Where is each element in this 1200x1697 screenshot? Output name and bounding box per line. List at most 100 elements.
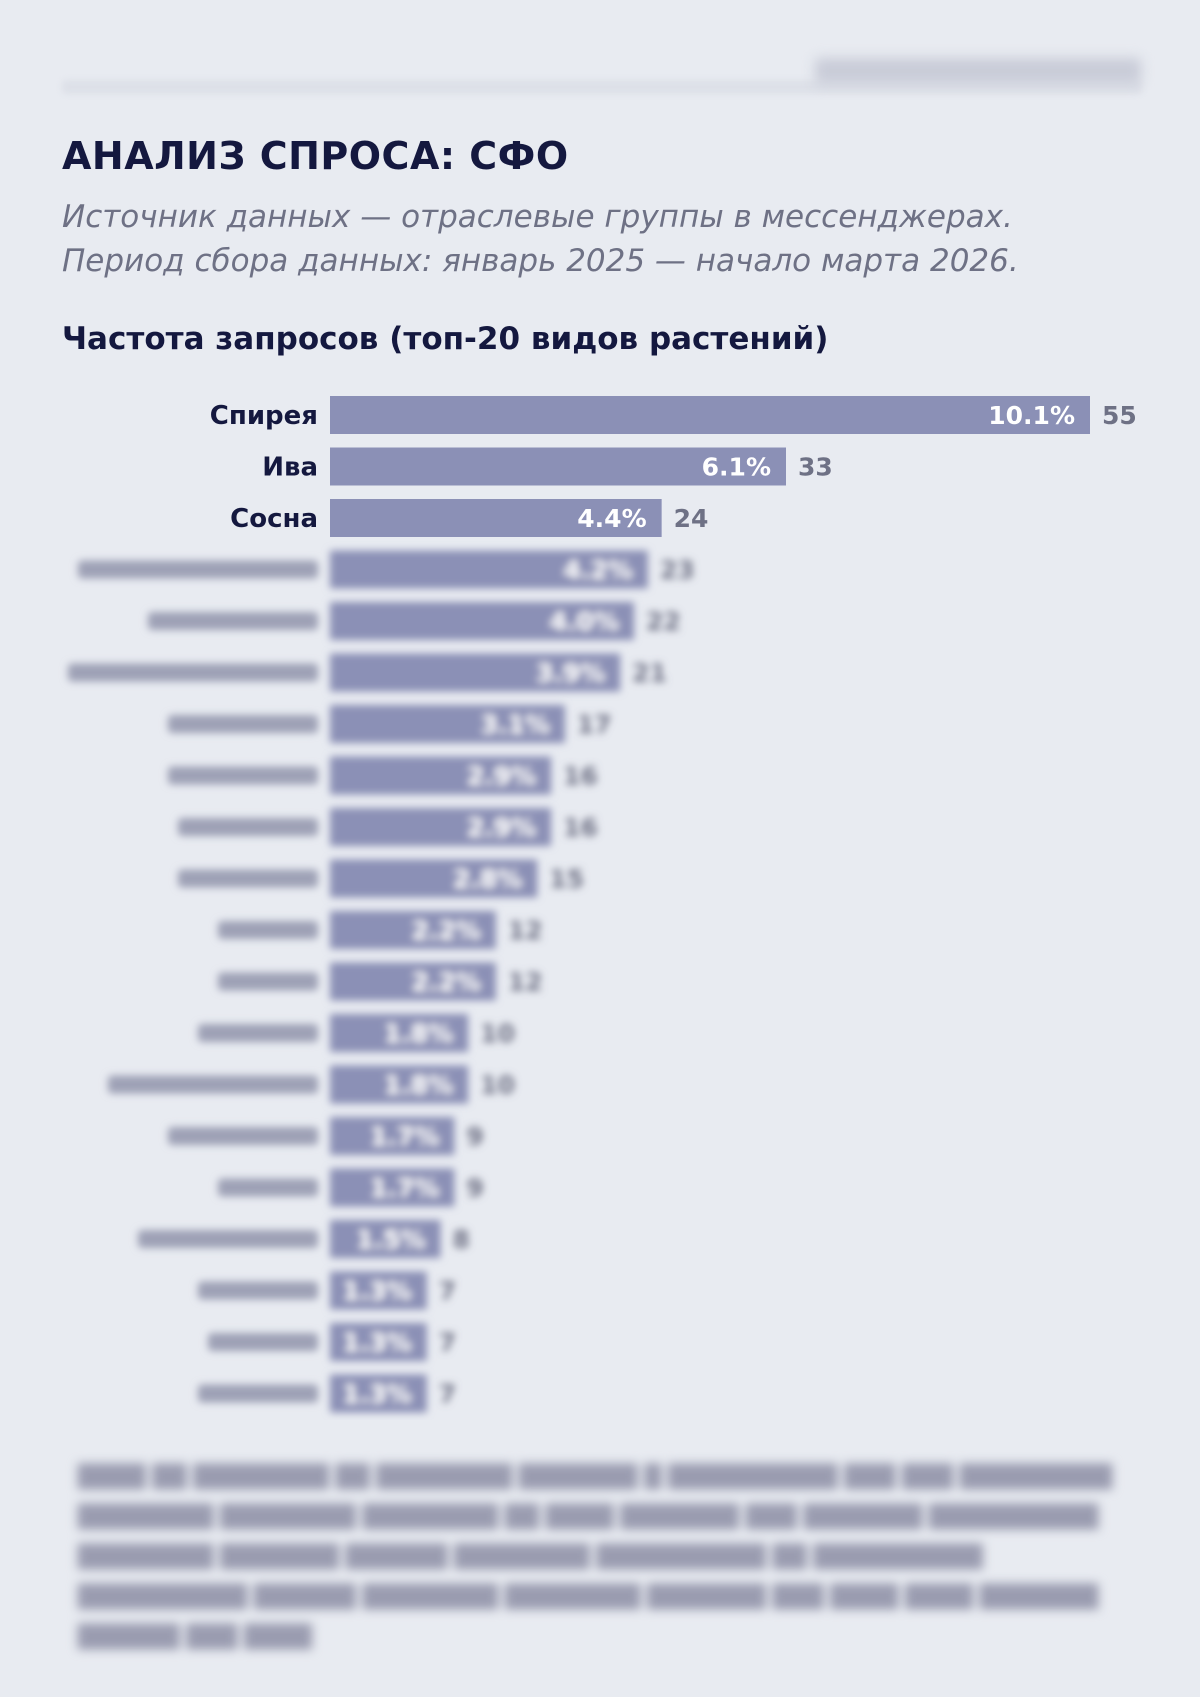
category-label-blurred (178, 869, 318, 888)
category-label-blurred (78, 560, 318, 579)
bar-row: Ива 6.1% 33 (262, 447, 833, 486)
value-label: 21 (632, 659, 667, 688)
bar (330, 1271, 427, 1310)
category-label-blurred (198, 1384, 318, 1403)
percent-label: 6.1% (702, 453, 771, 482)
percent-label: 4.0% (550, 607, 619, 636)
value-label: 8 (453, 1225, 470, 1254)
bar (330, 859, 538, 898)
percent-label: 1.3% (342, 1380, 411, 1409)
value-label: 23 (660, 556, 695, 585)
value-label: 17 (577, 710, 612, 739)
chart-title: Частота запросов (топ-20 видов растений) (62, 321, 829, 357)
bar (330, 756, 552, 795)
bar (330, 602, 634, 640)
bar (330, 808, 552, 846)
category-label-blurred (198, 1281, 318, 1300)
value-label: 10 (480, 1071, 515, 1100)
bar-row: 3.1% 17 (168, 705, 612, 743)
value-label: 55 (1102, 401, 1137, 430)
bar-row: 2.9% 16 (168, 756, 598, 795)
category-label: Ива (262, 453, 318, 483)
bar (330, 1323, 427, 1361)
category-label-blurred (168, 766, 318, 785)
value-label: 9 (466, 1174, 483, 1203)
bar (330, 396, 1090, 434)
percent-label: 1.3% (342, 1277, 411, 1306)
percent-label: 2.9% (467, 813, 536, 842)
value-label: 15 (549, 865, 584, 894)
bar (330, 653, 621, 692)
category-label-blurred (138, 1230, 318, 1248)
percent-label: 2.2% (411, 968, 480, 997)
value-label: 16 (563, 813, 598, 842)
value-label: 12 (508, 916, 543, 945)
percent-label: 10.1% (988, 401, 1075, 430)
category-label: Спирея (210, 401, 318, 431)
bar (330, 1168, 455, 1207)
bar-row: 1.7% 9 (168, 1117, 484, 1155)
subtitle-line-2: Период сбора данных: январь 2025 — начал… (62, 243, 1019, 279)
bar (330, 499, 662, 537)
bar-row: 4.0% 22 (148, 602, 681, 640)
bar (330, 1014, 469, 1052)
bar (330, 1065, 469, 1104)
page-title: АНАЛИЗ СПРОСА: СФО (62, 134, 569, 178)
bar-row: 1.8% 10 (108, 1065, 515, 1104)
bar (330, 447, 786, 486)
percent-label: 1.7% (370, 1174, 439, 1203)
bar (330, 911, 496, 949)
bar (330, 1117, 455, 1155)
category-label-blurred (168, 715, 318, 733)
bar-row: 2.2% 12 (218, 962, 543, 1001)
value-label: 9 (466, 1122, 483, 1151)
value-label: 7 (439, 1277, 456, 1306)
bar-row: 2.2% 12 (218, 911, 543, 949)
value-label: 24 (674, 504, 709, 533)
value-label: 7 (439, 1380, 456, 1409)
percent-label: 1.7% (370, 1122, 439, 1151)
header-tag-blurred (815, 58, 1141, 84)
category-label-blurred (148, 612, 318, 630)
bar-row: 1.3% 7 (208, 1323, 456, 1361)
figure-caption-blurred: ████ ██ ████████ ██ ████████ ███████ █ █… (78, 1465, 1113, 1650)
value-label: 7 (439, 1328, 456, 1357)
bar-row: 4.2% 23 (78, 550, 695, 589)
percent-label: 3.9% (536, 659, 605, 688)
bar-row: Сосна 4.4% 24 (230, 499, 708, 537)
percent-label: 1.3% (342, 1328, 411, 1357)
bar (330, 1374, 427, 1413)
value-label: 12 (508, 968, 543, 997)
bar-row: 3.9% 21 (68, 653, 667, 692)
bar-row: 1.7% 9 (218, 1168, 484, 1207)
bar (330, 962, 496, 1001)
bar (330, 705, 565, 743)
value-label: 33 (798, 453, 833, 482)
percent-label: 4.2% (563, 556, 632, 585)
subtitle-line-1: Источник данных — отраслевые группы в ме… (62, 199, 1013, 235)
bar-row: Спирея 10.1% 55 (210, 396, 1137, 434)
percent-label: 2.2% (411, 916, 480, 945)
percent-label: 1.8% (384, 1019, 453, 1048)
category-label-blurred (218, 921, 318, 939)
bar-row: 1.8% 10 (198, 1014, 515, 1052)
bar-row: 2.8% 15 (178, 859, 584, 898)
percent-label: 1.8% (384, 1071, 453, 1100)
category-label-blurred (68, 663, 318, 682)
category-label-blurred (218, 1178, 318, 1197)
value-label: 10 (480, 1019, 515, 1048)
percent-label: 2.9% (467, 762, 536, 791)
category-label-blurred (168, 1127, 318, 1145)
bar-row: 1.3% 7 (198, 1271, 456, 1310)
bar (330, 550, 648, 589)
percent-label: 4.4% (577, 504, 646, 533)
category-label-blurred (198, 1024, 318, 1042)
bar-row: 2.9% 16 (178, 808, 598, 846)
category-label-blurred (108, 1075, 318, 1094)
category-label: Сосна (230, 504, 318, 534)
bar (330, 1220, 441, 1258)
percent-label: 2.8% (453, 865, 522, 894)
percent-label: 1.5% (356, 1225, 425, 1254)
value-label: 22 (646, 607, 681, 636)
